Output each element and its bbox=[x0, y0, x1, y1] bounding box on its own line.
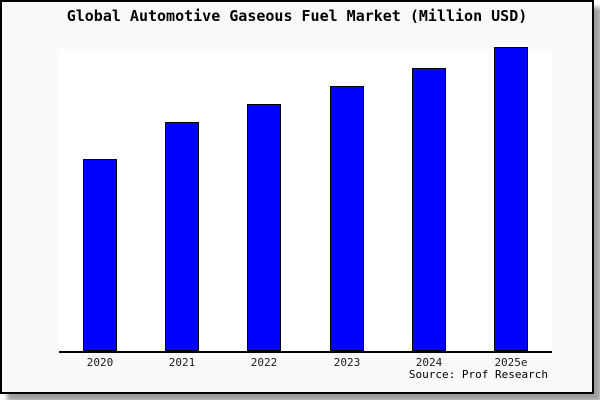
bar-2022 bbox=[247, 104, 281, 351]
chart-title: Global Automotive Gaseous Fuel Market (M… bbox=[66, 7, 528, 25]
x-tick-2023: 2023 bbox=[333, 356, 361, 369]
bar-2024 bbox=[412, 68, 446, 351]
bar-2025e bbox=[494, 47, 528, 351]
chart-panel: Global Automotive Gaseous Fuel Market (M… bbox=[0, 0, 594, 394]
bar-2021 bbox=[165, 122, 199, 351]
x-axis-line bbox=[59, 351, 552, 353]
x-tick-2021: 2021 bbox=[168, 356, 196, 369]
source-credit: Source: Prof Research bbox=[408, 368, 548, 381]
x-tick-2020: 2020 bbox=[86, 356, 114, 369]
x-tick-2024: 2024 bbox=[415, 356, 443, 369]
plot-area bbox=[59, 47, 552, 351]
x-tick-2022: 2022 bbox=[250, 356, 278, 369]
x-tick-2025e: 2025e bbox=[494, 356, 528, 369]
bar-2023 bbox=[330, 86, 364, 351]
bar-2020 bbox=[83, 159, 117, 351]
